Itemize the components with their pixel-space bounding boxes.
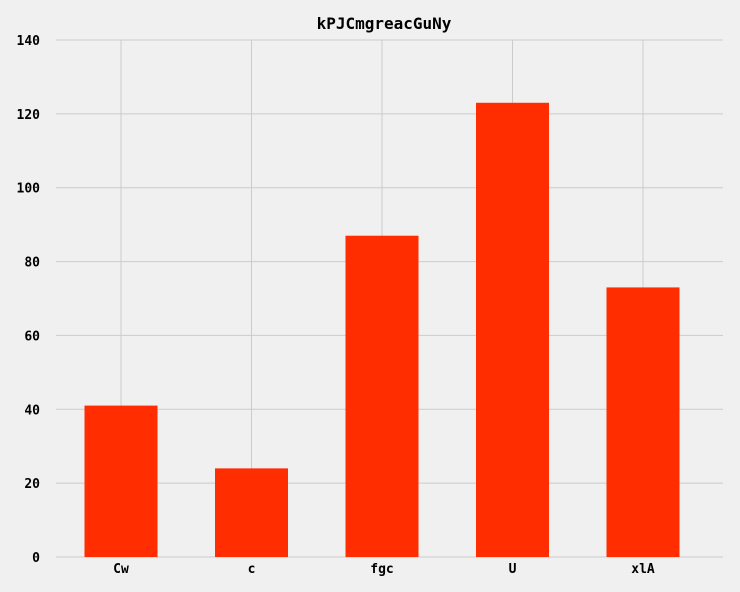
x-tick-label: xlA: [631, 562, 655, 577]
bars: [84, 102, 680, 558]
y-tick-label: 80: [24, 256, 40, 271]
bar-Cw: [84, 405, 158, 557]
chart-title: kPJCmgreacGuNy: [317, 14, 452, 33]
y-tick-label: 40: [24, 403, 40, 418]
x-tick-label: fgc: [370, 562, 393, 577]
bar-xlA: [606, 287, 680, 557]
bar-c: [215, 468, 288, 557]
x-tick-label: Cw: [113, 562, 129, 577]
y-tick-label: 120: [17, 108, 41, 123]
y-axis-ticks: 0 20 40 60 80 100 120 140: [17, 34, 41, 566]
bar-fgc: [345, 235, 419, 557]
y-tick-label: 140: [17, 34, 41, 49]
y-tick-label: 100: [17, 182, 41, 197]
bar-U: [476, 102, 549, 558]
y-tick-label: 60: [24, 329, 40, 344]
y-tick-label: 0: [32, 551, 40, 566]
x-tick-label: U: [509, 562, 517, 577]
x-tick-label: c: [248, 562, 256, 577]
y-tick-label: 20: [24, 477, 40, 492]
